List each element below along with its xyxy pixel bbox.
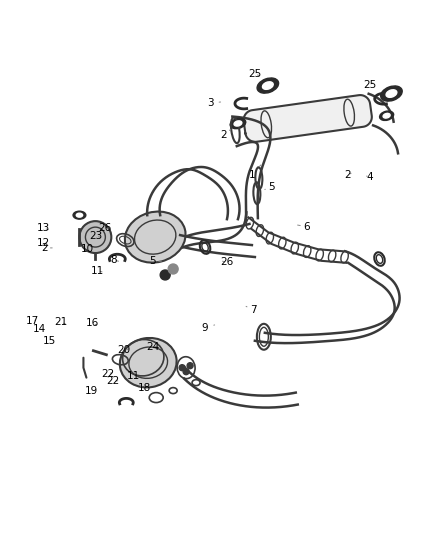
Text: 2: 2 — [220, 130, 231, 140]
Circle shape — [160, 270, 170, 280]
Text: 10: 10 — [81, 245, 94, 254]
Text: 18: 18 — [138, 383, 152, 393]
Ellipse shape — [381, 86, 402, 101]
Text: 3: 3 — [207, 98, 221, 108]
Text: 8: 8 — [110, 255, 119, 265]
Text: 11: 11 — [127, 371, 141, 381]
Ellipse shape — [386, 90, 397, 98]
Text: 25: 25 — [363, 80, 376, 90]
Circle shape — [179, 365, 185, 370]
Ellipse shape — [383, 114, 390, 118]
Text: 14: 14 — [32, 324, 46, 334]
Text: 21: 21 — [54, 317, 67, 327]
Text: 12: 12 — [37, 238, 50, 248]
Text: 24: 24 — [146, 342, 159, 352]
Text: 16: 16 — [86, 318, 99, 328]
Text: 7: 7 — [246, 305, 256, 315]
Text: 6: 6 — [297, 222, 310, 232]
Text: 1: 1 — [248, 165, 261, 180]
Text: 26: 26 — [220, 257, 233, 267]
Text: 2: 2 — [345, 170, 351, 180]
Text: 19: 19 — [85, 386, 98, 397]
Ellipse shape — [230, 118, 246, 128]
Ellipse shape — [73, 211, 86, 219]
Ellipse shape — [234, 121, 242, 126]
Text: 13: 13 — [37, 223, 50, 233]
Text: 26: 26 — [98, 223, 111, 233]
Ellipse shape — [257, 78, 279, 93]
Ellipse shape — [380, 111, 394, 120]
Circle shape — [168, 264, 178, 274]
Circle shape — [183, 369, 189, 375]
Text: 22: 22 — [101, 369, 114, 379]
Polygon shape — [244, 95, 372, 142]
Text: 23: 23 — [89, 231, 102, 241]
Text: 9: 9 — [202, 322, 215, 333]
Ellipse shape — [79, 221, 111, 253]
Text: 5: 5 — [265, 182, 275, 192]
Text: 2: 2 — [41, 243, 52, 253]
Ellipse shape — [262, 82, 273, 90]
Ellipse shape — [125, 212, 186, 263]
Text: 20: 20 — [117, 345, 131, 356]
Text: 4: 4 — [366, 172, 373, 182]
Ellipse shape — [120, 338, 177, 387]
Ellipse shape — [76, 213, 83, 217]
Text: 17: 17 — [25, 316, 39, 326]
Text: 25: 25 — [248, 69, 261, 79]
Text: 11: 11 — [91, 266, 104, 276]
Text: 22: 22 — [107, 376, 120, 386]
Circle shape — [187, 362, 193, 369]
Text: 5: 5 — [149, 256, 161, 266]
Text: 15: 15 — [43, 336, 56, 346]
